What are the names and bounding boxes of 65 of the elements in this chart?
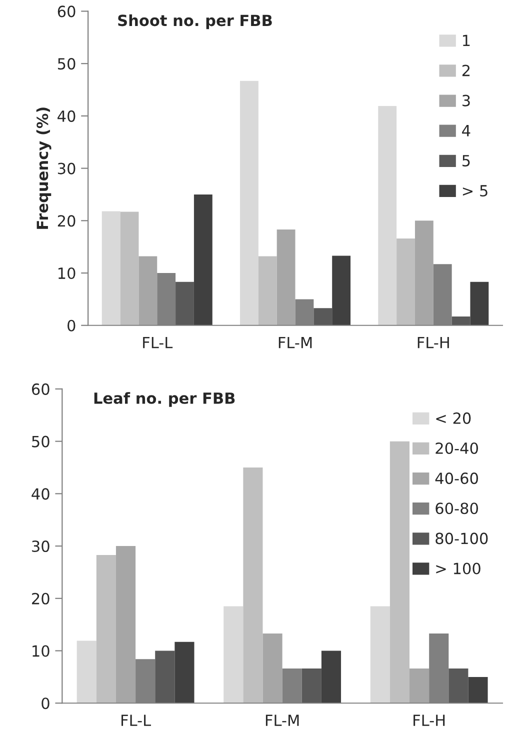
- bar: [102, 211, 120, 326]
- legend-label: 3: [462, 94, 470, 106]
- bar: [448, 668, 468, 704]
- y-tick-label: 0: [68, 320, 76, 332]
- y-tick-label: 20: [58, 215, 76, 227]
- legend-label: 2: [462, 64, 470, 76]
- bar: [120, 212, 139, 326]
- bar: [332, 256, 351, 326]
- bar: [155, 650, 175, 704]
- bar: [452, 316, 470, 326]
- bar: [258, 256, 277, 326]
- bar: [276, 230, 296, 326]
- bar: [116, 546, 136, 704]
- y-tick-label: 30: [58, 162, 76, 174]
- bar: [410, 668, 430, 704]
- y-tick-label: 30: [32, 540, 50, 552]
- legend-label: > 100: [436, 562, 480, 574]
- y-tick-label: 50: [58, 58, 76, 70]
- y-tick-label: 20: [32, 592, 50, 604]
- bar: [138, 256, 158, 326]
- y-tick-label: 10: [32, 645, 50, 657]
- legend-label: > 5: [462, 185, 488, 197]
- bar: [240, 80, 258, 326]
- chart-title: Shoot no. per FBB: [118, 14, 272, 30]
- x-tick-label: FL-H: [418, 336, 449, 348]
- legend-label: < 20: [436, 412, 471, 424]
- y-tick-label: 0: [42, 698, 50, 710]
- legend-label: 4: [462, 125, 470, 136]
- legend-label: 20-40: [436, 442, 478, 454]
- bar: [243, 468, 263, 704]
- bar: [176, 282, 194, 326]
- bar: [76, 640, 96, 704]
- x-tick-label: FL-L: [122, 714, 151, 726]
- bar: [194, 194, 212, 326]
- y-axis-title: Frequency (%): [36, 108, 52, 229]
- y-tick-label: 10: [58, 267, 76, 280]
- bar: [96, 554, 116, 704]
- legend-label: 1: [463, 34, 470, 46]
- bar: [396, 238, 415, 326]
- bar: [370, 606, 390, 704]
- y-tick-label: 40: [58, 110, 76, 122]
- bar: [378, 106, 397, 326]
- bar: [262, 633, 282, 704]
- bar: [390, 441, 410, 704]
- legend-label: 80-100: [436, 532, 488, 544]
- y-tick-label: 60: [58, 6, 76, 18]
- y-tick-label: 40: [32, 488, 50, 500]
- bar: [224, 606, 244, 704]
- bar: [321, 650, 342, 704]
- legend-label: 40-60: [435, 472, 478, 484]
- bar: [302, 668, 322, 704]
- bar: [314, 308, 332, 326]
- y-tick-label: 50: [32, 436, 50, 448]
- legend-label: 5: [462, 155, 470, 166]
- bar: [468, 676, 488, 704]
- chart-title: Leaf no. per FBB: [94, 392, 235, 407]
- bar: [174, 642, 194, 704]
- legend-label: 60-80: [436, 502, 478, 514]
- x-tick-label: FL-M: [266, 714, 299, 726]
- x-tick-label: FL-L: [143, 336, 173, 348]
- y-tick-label: 60: [32, 383, 50, 395]
- x-tick-label: FL-M: [278, 336, 312, 348]
- x-tick-label: FL-H: [414, 714, 445, 726]
- bar: [470, 282, 489, 326]
- bar: [414, 220, 434, 326]
